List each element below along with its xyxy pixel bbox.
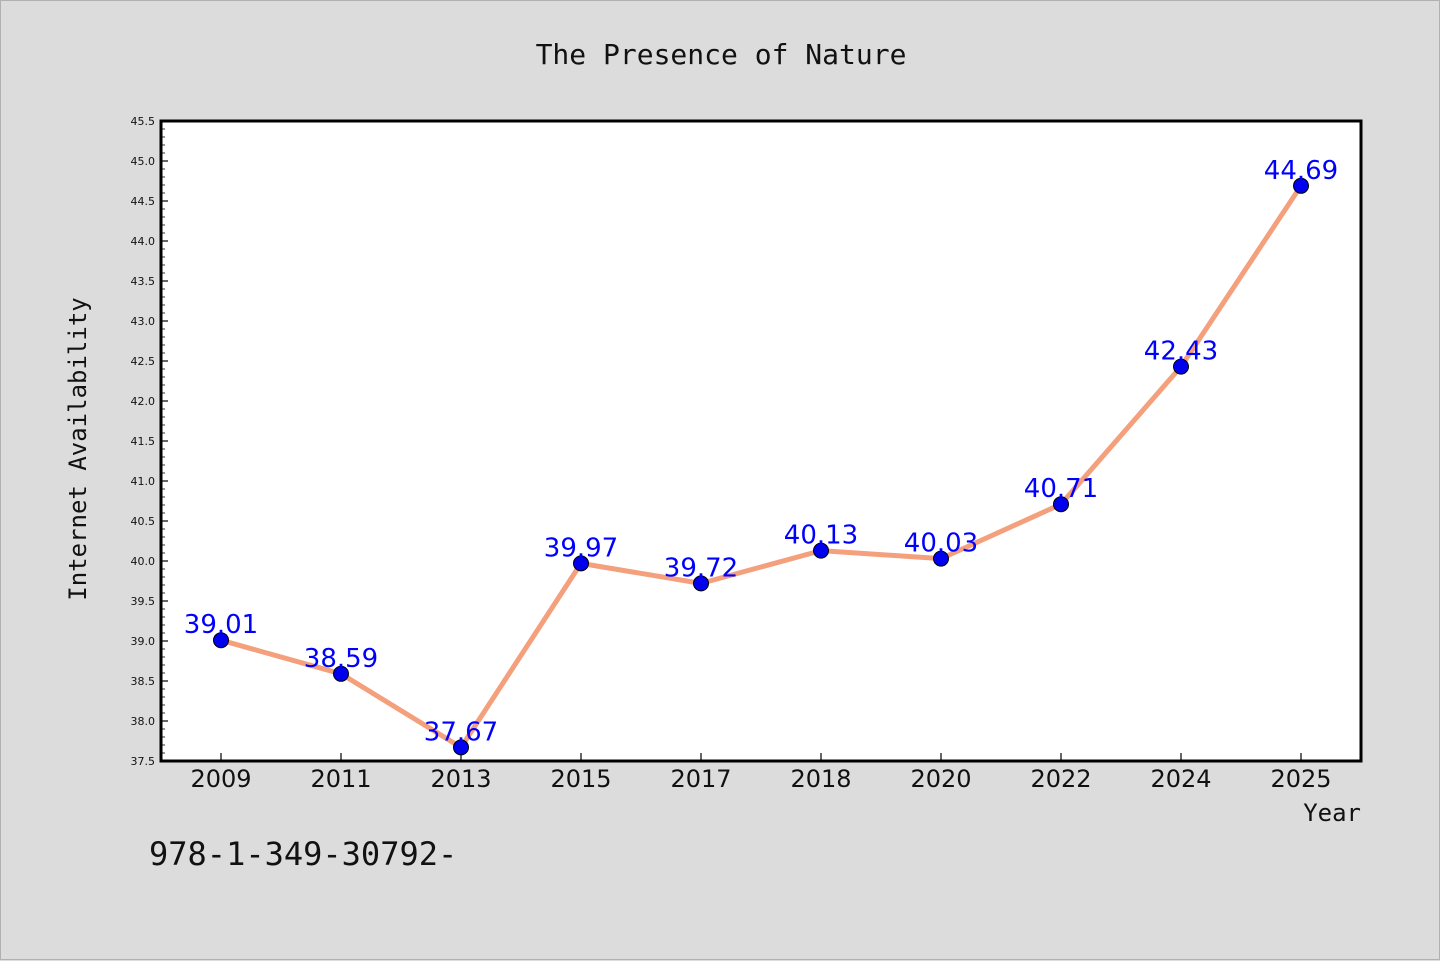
series-line-group: 39.01 38.59 37.67 39.97 39.72 40.13 40.03 40.71…	[184, 156, 1338, 756]
y-tick-label: 42.5	[131, 355, 156, 368]
data-point	[1293, 177, 1309, 194]
data-point	[213, 632, 229, 649]
y-tick-label: 37.5	[131, 755, 156, 768]
series-line	[218, 183, 1304, 750]
y-tick-label: 38.0	[131, 715, 156, 728]
data-point	[1053, 496, 1069, 513]
y-axis: 37.5 38.0 38.5 39.0 39.5 40.0 40.5 41.0 41.5 42.0…	[131, 115, 168, 768]
x-axis: 2009 2011 2013 2015 2017 2018 2020 2022 2024 2025	[190, 753, 1332, 793]
y-tick-label: 40.0	[131, 555, 156, 568]
x-tick-label: 2022	[1030, 765, 1091, 793]
data-point	[453, 739, 469, 756]
data-point	[813, 542, 829, 559]
x-tick-label: 2018	[790, 765, 851, 793]
data-point	[1173, 358, 1189, 375]
y-tick-label: 44.0	[131, 235, 156, 248]
x-tick-label: 2017	[670, 765, 731, 793]
data-label: 40.13	[784, 521, 858, 551]
y-tick-label: 43.5	[131, 275, 156, 288]
x-tick-label: 2025	[1270, 765, 1331, 793]
y-tick-label: 44.5	[131, 195, 156, 208]
footnote-text: 978-1-349-30792-	[149, 835, 457, 873]
data-label: 38.59	[304, 644, 378, 674]
y-tick-label: 38.5	[131, 675, 156, 688]
data-point	[693, 575, 709, 592]
data-point	[573, 555, 589, 572]
x-tick-label: 2015	[550, 765, 611, 793]
plot-area	[159, 119, 1363, 763]
y-tick-label: 40.5	[131, 515, 156, 528]
data-label: 39.97	[544, 533, 618, 563]
y-tick-label: 45.5	[131, 115, 156, 128]
data-label: 44.69	[1264, 156, 1338, 186]
x-tick-label: 2013	[430, 765, 491, 793]
y-tick-label: 41.5	[131, 435, 156, 448]
y-axis-label: Internet Availability	[64, 297, 92, 600]
y-tick-label: 39.5	[131, 595, 156, 608]
y-tick-label: 45.0	[131, 155, 156, 168]
chart-title: The Presence of Nature	[536, 38, 907, 71]
y-tick-label: 43.0	[131, 315, 156, 328]
x-tick-label: 2024	[1150, 765, 1211, 793]
data-label: 40.03	[904, 529, 978, 559]
data-label: 42.43	[1144, 337, 1218, 367]
y-tick-label: 41.0	[131, 475, 156, 488]
y-tick-label: 39.0	[131, 635, 156, 648]
x-tick-label: 2011	[310, 765, 371, 793]
x-tick-label: 2009	[190, 765, 251, 793]
y-tick-label: 42.0	[131, 395, 156, 408]
data-point	[933, 550, 949, 567]
data-label: 40.71	[1024, 474, 1098, 504]
data-label: 39.72	[664, 553, 738, 583]
x-axis-label: Year	[1303, 799, 1361, 827]
data-point	[333, 665, 349, 682]
x-tick-label: 2020	[910, 765, 971, 793]
data-label: 37.67	[424, 717, 498, 747]
data-label: 39.01	[184, 610, 258, 640]
